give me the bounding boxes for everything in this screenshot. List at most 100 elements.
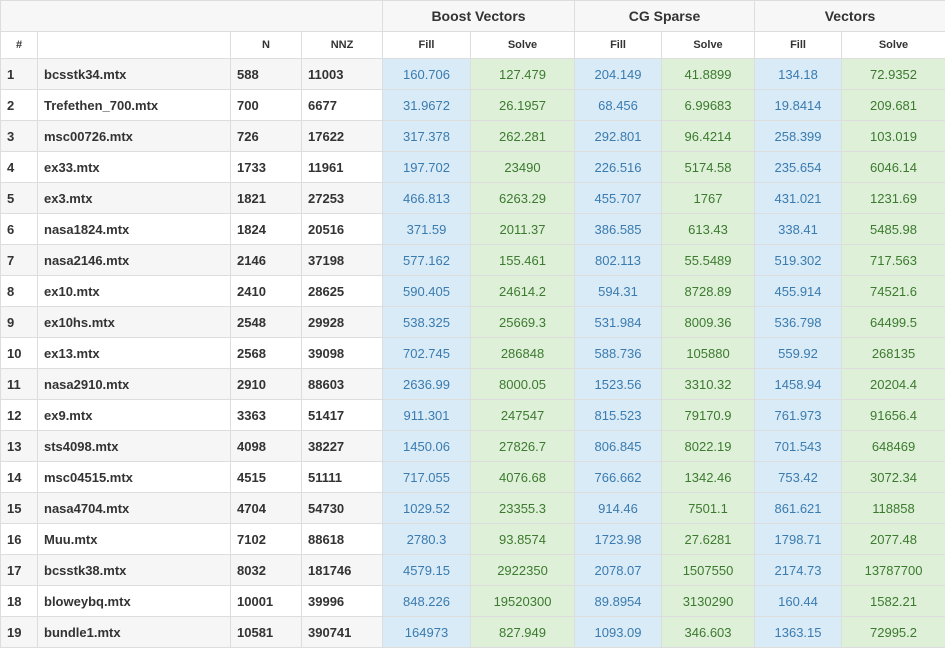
cell-index: 19 bbox=[0, 616, 38, 648]
cell-matrix-name: ex3.mtx bbox=[37, 182, 231, 214]
cell-matrix-name: ex10.mtx bbox=[37, 275, 231, 307]
cell-cg-fill: 386.585 bbox=[574, 213, 663, 245]
cell-boost-solve: 6263.29 bbox=[469, 182, 576, 214]
cell-nnz: 88618 bbox=[301, 523, 383, 555]
cell-index: 10 bbox=[0, 337, 38, 369]
group-header-blank bbox=[0, 0, 383, 32]
group-header-row: Boost Vectors CG Sparse Vectors bbox=[0, 0, 945, 32]
cell-index: 15 bbox=[0, 492, 38, 524]
column-header-vectors-fill: Fill bbox=[754, 31, 843, 59]
cell-nnz: 51111 bbox=[301, 461, 383, 493]
cell-vectors-solve: 5485.98 bbox=[841, 213, 945, 245]
cell-boost-fill: 317.378 bbox=[382, 120, 471, 152]
cell-n: 726 bbox=[230, 120, 302, 152]
cell-boost-solve: 4076.68 bbox=[469, 461, 576, 493]
cell-cg-solve: 27.6281 bbox=[661, 523, 756, 555]
cell-cg-fill: 766.662 bbox=[574, 461, 663, 493]
cell-nnz: 29928 bbox=[301, 306, 383, 338]
cell-boost-fill: 371.59 bbox=[382, 213, 471, 245]
cell-cg-fill: 292.801 bbox=[574, 120, 663, 152]
cell-cg-solve: 8728.89 bbox=[661, 275, 756, 307]
cell-cg-fill: 455.707 bbox=[574, 182, 663, 214]
table-row: 19 bundle1.mtx 10581 390741 164973 827.949 109… bbox=[0, 616, 945, 648]
cell-n: 10581 bbox=[230, 616, 302, 648]
cell-boost-solve: 155.461 bbox=[469, 244, 576, 276]
cell-cg-fill: 1523.56 bbox=[574, 368, 663, 400]
cell-boost-solve: 247547 bbox=[469, 399, 576, 431]
cell-cg-solve: 7501.1 bbox=[661, 492, 756, 524]
column-header-index: # bbox=[0, 31, 38, 59]
cell-vectors-fill: 1798.71 bbox=[754, 523, 843, 555]
cell-n: 4515 bbox=[230, 461, 302, 493]
cell-boost-fill: 466.813 bbox=[382, 182, 471, 214]
cell-vectors-solve: 3072.34 bbox=[841, 461, 945, 493]
cell-boost-solve: 26.1957 bbox=[469, 89, 576, 121]
cell-index: 4 bbox=[0, 151, 38, 183]
cell-index: 1 bbox=[0, 58, 38, 90]
cell-cg-solve: 613.43 bbox=[661, 213, 756, 245]
cell-index: 13 bbox=[0, 430, 38, 462]
cell-vectors-fill: 2174.73 bbox=[754, 554, 843, 586]
cell-matrix-name: ex33.mtx bbox=[37, 151, 231, 183]
cell-matrix-name: ex13.mtx bbox=[37, 337, 231, 369]
cell-boost-solve: 2922350 bbox=[469, 554, 576, 586]
cell-nnz: 27253 bbox=[301, 182, 383, 214]
cell-boost-solve: 827.949 bbox=[469, 616, 576, 648]
cell-boost-solve: 286848 bbox=[469, 337, 576, 369]
cell-index: 12 bbox=[0, 399, 38, 431]
cell-n: 2146 bbox=[230, 244, 302, 276]
cell-index: 14 bbox=[0, 461, 38, 493]
cell-cg-solve: 55.5489 bbox=[661, 244, 756, 276]
cell-vectors-fill: 753.42 bbox=[754, 461, 843, 493]
cell-nnz: 20516 bbox=[301, 213, 383, 245]
table-row: 18 bloweybq.mtx 10001 39996 848.226 19520300 8… bbox=[0, 585, 945, 617]
table-row: 17 bcsstk38.mtx 8032 181746 4579.15 2922350 20… bbox=[0, 554, 945, 586]
cell-vectors-solve: 74521.6 bbox=[841, 275, 945, 307]
table-row: 6 nasa1824.mtx 1824 20516 371.59 2011.37 386.5… bbox=[0, 213, 945, 245]
cell-cg-solve: 1342.46 bbox=[661, 461, 756, 493]
cell-vectors-solve: 91656.4 bbox=[841, 399, 945, 431]
cell-vectors-fill: 160.44 bbox=[754, 585, 843, 617]
cell-nnz: 88603 bbox=[301, 368, 383, 400]
cell-nnz: 17622 bbox=[301, 120, 383, 152]
cell-boost-fill: 31.9672 bbox=[382, 89, 471, 121]
cell-vectors-fill: 235.654 bbox=[754, 151, 843, 183]
cell-boost-solve: 93.8574 bbox=[469, 523, 576, 555]
column-header-nnz: NNZ bbox=[301, 31, 383, 59]
cell-index: 16 bbox=[0, 523, 38, 555]
table-row: 8 ex10.mtx 2410 28625 590.405 24614.2 594.31 87… bbox=[0, 275, 945, 307]
cell-matrix-name: msc04515.mtx bbox=[37, 461, 231, 493]
cell-index: 5 bbox=[0, 182, 38, 214]
cell-boost-fill: 197.702 bbox=[382, 151, 471, 183]
cell-n: 7102 bbox=[230, 523, 302, 555]
cell-nnz: 6677 bbox=[301, 89, 383, 121]
column-header-boost-fill: Fill bbox=[382, 31, 471, 59]
cell-n: 8032 bbox=[230, 554, 302, 586]
cell-boost-fill: 590.405 bbox=[382, 275, 471, 307]
cell-boost-fill: 717.055 bbox=[382, 461, 471, 493]
cell-n: 1821 bbox=[230, 182, 302, 214]
cell-n: 1733 bbox=[230, 151, 302, 183]
column-header-name bbox=[37, 31, 231, 59]
cell-boost-fill: 4579.15 bbox=[382, 554, 471, 586]
cell-boost-fill: 1029.52 bbox=[382, 492, 471, 524]
table-row: 14 msc04515.mtx 4515 51111 717.055 4076.68 766… bbox=[0, 461, 945, 493]
cell-matrix-name: ex9.mtx bbox=[37, 399, 231, 431]
cell-boost-fill: 538.325 bbox=[382, 306, 471, 338]
cell-vectors-fill: 134.18 bbox=[754, 58, 843, 90]
cell-cg-solve: 8009.36 bbox=[661, 306, 756, 338]
cell-cg-fill: 806.845 bbox=[574, 430, 663, 462]
cell-matrix-name: sts4098.mtx bbox=[37, 430, 231, 462]
cell-vectors-solve: 648469 bbox=[841, 430, 945, 462]
cell-nnz: 39098 bbox=[301, 337, 383, 369]
table-row: 4 ex33.mtx 1733 11961 197.702 23490 226.516 517… bbox=[0, 151, 945, 183]
cell-matrix-name: bcsstk38.mtx bbox=[37, 554, 231, 586]
table-row: 5 ex3.mtx 1821 27253 466.813 6263.29 455.707 17… bbox=[0, 182, 945, 214]
table-row: 13 sts4098.mtx 4098 38227 1450.06 27826.7 806.… bbox=[0, 430, 945, 462]
cell-cg-solve: 79170.9 bbox=[661, 399, 756, 431]
cell-nnz: 28625 bbox=[301, 275, 383, 307]
cell-vectors-fill: 701.543 bbox=[754, 430, 843, 462]
cell-cg-solve: 5174.58 bbox=[661, 151, 756, 183]
cell-n: 2410 bbox=[230, 275, 302, 307]
cell-vectors-fill: 1458.94 bbox=[754, 368, 843, 400]
